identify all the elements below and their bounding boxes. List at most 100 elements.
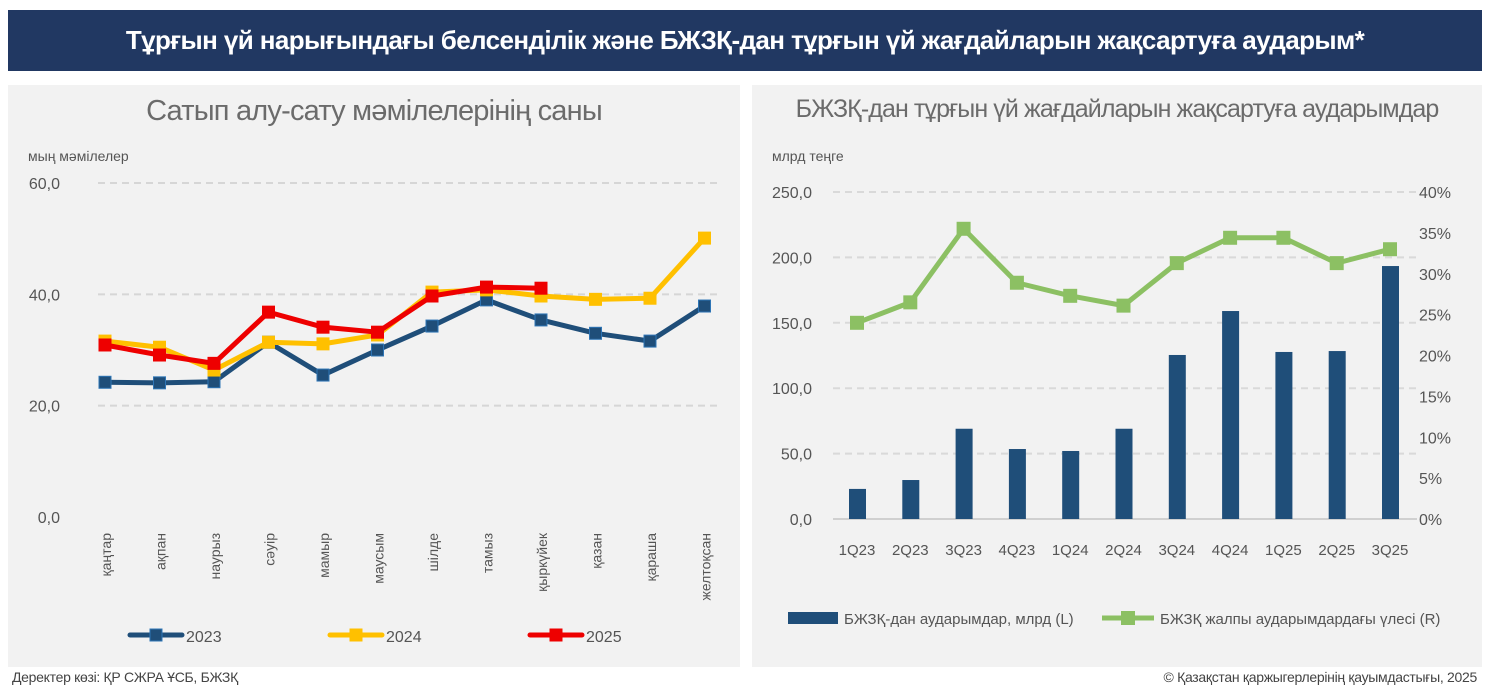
bar bbox=[1168, 354, 1186, 519]
data-point-2024 bbox=[698, 231, 711, 245]
bar bbox=[1382, 266, 1399, 519]
page-title-banner: Тұрғын үй нарығындағы белсенділік және Б… bbox=[8, 10, 1482, 71]
bar bbox=[955, 428, 973, 519]
data-point-2025 bbox=[207, 356, 221, 370]
data-point-2023 bbox=[207, 375, 221, 389]
copyright-note: © Қазақстан қаржыгерлерінің қауымдастығы… bbox=[1163, 669, 1478, 685]
y-tick-label: 50,0 bbox=[781, 447, 812, 464]
data-point bbox=[1223, 230, 1238, 245]
y2-tick-label: 15% bbox=[1419, 389, 1451, 406]
legend-label: 2023 bbox=[186, 629, 222, 646]
transactions-line-chart: мың мәмілелер 0,0 20,0 40,0 60,0 қаңтар ақпан н… bbox=[28, 148, 720, 646]
y-tick-label: 20,0 bbox=[29, 399, 60, 416]
series-line-2024 bbox=[104, 236, 707, 373]
y-axis-label: млрд теңге bbox=[772, 148, 844, 164]
data-point-2023 bbox=[698, 299, 711, 313]
legend-line-marker bbox=[1121, 611, 1135, 625]
data-point-2023 bbox=[98, 375, 112, 389]
x-tick-label: 1Q23 bbox=[839, 542, 876, 559]
legend-marker-2024 bbox=[349, 628, 363, 642]
legend-label: БЖЗҚ-дан аударымдар, млрд (L) bbox=[844, 611, 1074, 628]
data-point-2024 bbox=[643, 291, 657, 305]
legend-label: 2024 bbox=[386, 629, 422, 646]
x-tick-label: 4Q24 bbox=[1212, 542, 1249, 559]
chart-title: БЖЗҚ-дан тұрғын үй жағдайларын жақсартуғ… bbox=[795, 95, 1440, 123]
y-tick-label: 0,0 bbox=[38, 510, 60, 527]
data-point-2024 bbox=[316, 337, 330, 351]
data-point-2025 bbox=[262, 305, 275, 319]
data-point-2023 bbox=[534, 313, 548, 327]
x-tick-label: мамыр bbox=[316, 533, 332, 578]
y2-tick-label: 40% bbox=[1419, 185, 1451, 202]
x-tick-label: 1Q24 bbox=[1052, 542, 1089, 559]
y-tick-label: 250,0 bbox=[772, 185, 812, 202]
legend-label: БЖЗҚ жалпы аударымдардағы үлесі (R) bbox=[1160, 611, 1440, 628]
data-point bbox=[1169, 256, 1184, 271]
y2-tick-label: 35% bbox=[1419, 226, 1451, 243]
data-point-2024 bbox=[589, 292, 602, 306]
x-tick-label: желтоқсан bbox=[698, 533, 714, 601]
y2-tick-label: 25% bbox=[1419, 308, 1451, 325]
bar bbox=[1062, 450, 1080, 519]
bar bbox=[1275, 351, 1293, 519]
data-point bbox=[1383, 242, 1397, 257]
source-note: Деректер көзі: ҚР СЖРА ҰСБ, БЖЗҚ bbox=[12, 669, 238, 685]
data-point-2024 bbox=[262, 335, 275, 349]
y-tick-label: 40,0 bbox=[29, 287, 60, 304]
data-point-2023 bbox=[371, 343, 384, 357]
data-point bbox=[1276, 230, 1291, 245]
bar bbox=[1008, 449, 1026, 519]
legend-marker-2023 bbox=[149, 628, 163, 642]
data-point bbox=[1009, 275, 1024, 290]
bar bbox=[849, 488, 866, 519]
data-point bbox=[1329, 256, 1344, 271]
chart-title: Сатып алу-сату мәмілелерінің саны bbox=[146, 95, 603, 127]
data-point-2025 bbox=[425, 289, 439, 303]
legend-bar-swatch bbox=[788, 612, 838, 624]
data-point-2025 bbox=[371, 325, 384, 339]
transactions-chart-panel: Сатып алу-сату мәмілелерінің саны мың мә… bbox=[8, 85, 740, 667]
x-tick-label: 4Q23 bbox=[999, 542, 1036, 559]
data-point bbox=[1116, 298, 1131, 313]
data-point-2023 bbox=[425, 319, 439, 333]
x-tick-label: 2Q25 bbox=[1318, 542, 1355, 559]
data-point-2025 bbox=[480, 280, 493, 294]
data-point bbox=[850, 315, 864, 330]
bar bbox=[902, 480, 920, 519]
data-point-2025 bbox=[153, 348, 166, 362]
data-point-2023 bbox=[316, 368, 330, 382]
x-tick-label: шілде bbox=[425, 533, 441, 572]
x-tick-label: қаңтар bbox=[98, 533, 114, 577]
y-axis-label: мың мәмілелер bbox=[28, 148, 129, 164]
y-tick-label: 150,0 bbox=[772, 316, 812, 333]
data-point bbox=[956, 221, 971, 236]
data-point bbox=[903, 295, 918, 310]
x-tick-label: 2Q24 bbox=[1105, 542, 1142, 559]
y-tick-label: 60,0 bbox=[29, 176, 60, 193]
data-point-2023 bbox=[153, 376, 166, 390]
y2-tick-label: 20% bbox=[1419, 349, 1451, 366]
x-tick-label: 3Q25 bbox=[1372, 542, 1409, 559]
x-tick-label: қазан bbox=[589, 533, 605, 569]
x-tick-label: ақпан bbox=[153, 533, 169, 570]
transfers-combo-chart: млрд теңге 0,0 50,0 100,0 150,0 200,0 250,0 0% 5… bbox=[772, 148, 1451, 628]
x-tick-label: 2Q23 bbox=[892, 542, 929, 559]
bar bbox=[1222, 311, 1240, 519]
x-tick-label: сәуір bbox=[262, 533, 278, 566]
data-point-2023 bbox=[589, 326, 602, 340]
legend-marker-2025 bbox=[549, 628, 563, 642]
x-tick-label: маусым bbox=[371, 533, 387, 584]
series-line-2023 bbox=[104, 297, 706, 386]
data-point-2023 bbox=[643, 334, 657, 348]
transfers-chart-panel: БЖЗҚ-дан тұрғын үй жағдайларын жақсартуғ… bbox=[752, 85, 1482, 667]
y2-tick-label: 10% bbox=[1419, 430, 1451, 447]
data-point-2025 bbox=[534, 281, 548, 295]
y2-tick-label: 30% bbox=[1419, 267, 1451, 284]
data-point bbox=[1063, 288, 1078, 303]
x-tick-label: 1Q25 bbox=[1265, 542, 1302, 559]
y-tick-label: 200,0 bbox=[772, 250, 812, 267]
x-tick-label: 3Q24 bbox=[1158, 542, 1195, 559]
y2-tick-label: 5% bbox=[1419, 471, 1442, 488]
y-tick-label: 100,0 bbox=[772, 381, 812, 398]
legend-label: 2025 bbox=[586, 629, 622, 646]
